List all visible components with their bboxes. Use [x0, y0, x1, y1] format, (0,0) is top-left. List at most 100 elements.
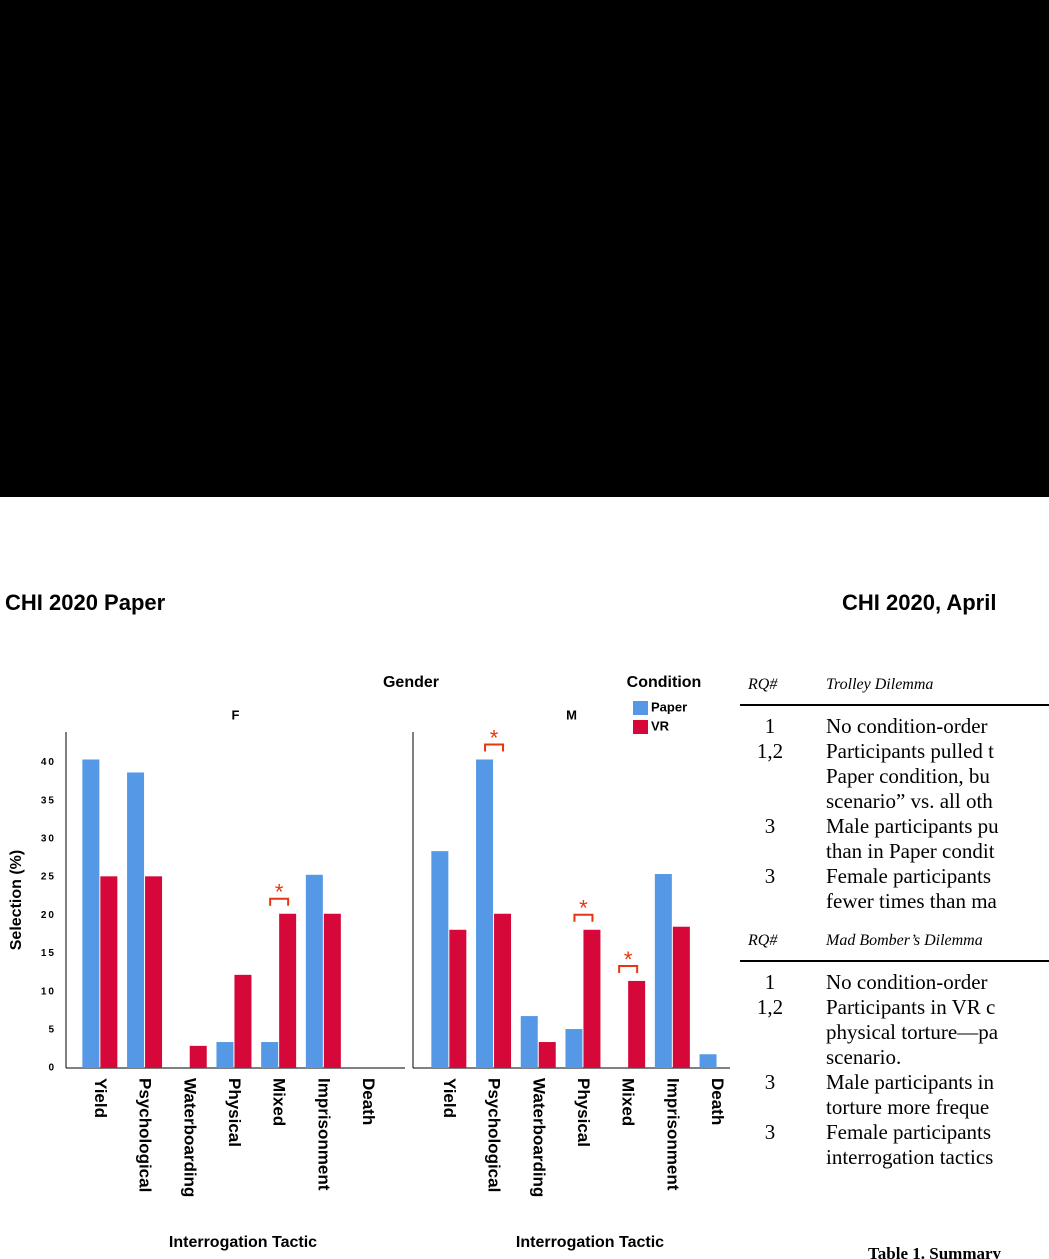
x-tick-label: Death [708, 1078, 727, 1125]
significance-bracket [573, 913, 594, 922]
header-title: Trolley Dilemma [826, 676, 934, 693]
row-text: Female participants interrogation tactics [826, 1120, 993, 1170]
bar [431, 851, 449, 1068]
table-caption: Table 1. Summary [868, 1244, 1002, 1259]
significance-star: * [579, 896, 588, 921]
x-tick-label: Mixed [619, 1078, 638, 1126]
x-tick-label: Yield [440, 1078, 459, 1118]
row-line: Participants pulled t [826, 739, 994, 763]
bar [100, 876, 118, 1068]
bar [279, 913, 297, 1068]
x-tick-label: Mixed [270, 1078, 289, 1126]
y-tick-label: 20 [41, 910, 56, 921]
y-tick-label: 10 [41, 986, 56, 997]
row-rq: 3 [764, 1070, 776, 1094]
x-axis-label: Interrogation Tactic [516, 1234, 664, 1251]
row-text: No condition-order [826, 714, 988, 739]
header-rule [740, 704, 1049, 706]
header-rule [740, 960, 1049, 962]
bar [449, 929, 467, 1068]
y-tick-label: 15 [41, 948, 56, 959]
header-title: Mad Bomber’s Dilemma [826, 932, 983, 949]
row-line: Male participants pu [826, 814, 999, 838]
row-line: fewer times than ma [826, 889, 997, 913]
legend-swatch [633, 720, 648, 734]
row-line: No condition-order [826, 714, 988, 738]
row-rq: 3 [764, 864, 776, 888]
row-rq: 3 [764, 814, 776, 838]
x-tick-label: Imprisonment [314, 1078, 333, 1191]
bar [216, 1042, 234, 1068]
bar [305, 874, 323, 1068]
row-line: Male participants in [826, 1070, 994, 1094]
row-text: Participants in VR c physical torture—pa s… [826, 995, 998, 1070]
chart: Gender Condition Paper VR Selection (%) F Inte… [8, 674, 730, 1251]
row-rq: 3 [764, 1120, 776, 1144]
bar [699, 1054, 717, 1068]
row-line: No condition-order [826, 970, 988, 994]
bar [145, 876, 163, 1068]
row-line: than in Paper condit [826, 839, 995, 863]
table: RQ# Trolley Dilemma 1 No condition-order 1,2… [740, 670, 1049, 1259]
row-text: No condition-order [826, 970, 988, 995]
bar [127, 772, 145, 1068]
bar [628, 980, 646, 1068]
bar [234, 974, 252, 1068]
significance-bracket [484, 743, 505, 752]
row-rq: 1,2 [756, 995, 784, 1019]
row-line: Paper condition, bu [826, 764, 990, 788]
significance-bracket [618, 964, 639, 973]
panel-label: F [232, 707, 240, 722]
x-tick-label: Physical [574, 1078, 593, 1147]
x-tick-label: Physical [225, 1078, 244, 1147]
row-rq: 1 [764, 714, 776, 738]
bar [82, 759, 100, 1068]
x-tick-label: Waterboarding [180, 1078, 199, 1197]
bar [189, 1045, 207, 1068]
chart-title: Gender [383, 674, 439, 691]
bar [323, 913, 341, 1068]
bar [261, 1042, 279, 1068]
y-tick-label: 5 [48, 1024, 56, 1035]
row-line: interrogation tactics [826, 1145, 994, 1169]
x-tick-label: Psychological [136, 1078, 155, 1192]
bar [583, 929, 601, 1068]
row-rq: 1,2 [756, 739, 784, 763]
row-line: Participants in VR c [826, 995, 996, 1019]
row-line: torture more freque [826, 1095, 990, 1119]
row-line: physical torture—pa [826, 1020, 999, 1044]
x-axis-label: Interrogation Tactic [169, 1234, 317, 1251]
bar [565, 1029, 583, 1068]
y-tick-label: 0 [48, 1063, 56, 1074]
x-tick-label: Waterboarding [529, 1078, 548, 1197]
header-rq: RQ# [748, 932, 778, 949]
header-right: CHI 2020, April [842, 590, 997, 615]
row-line: Female participants [826, 1120, 992, 1144]
bar [538, 1042, 556, 1068]
row-line: Female participants [826, 864, 992, 888]
significance-star: * [490, 725, 499, 750]
y-tick-label: 35 [41, 795, 56, 806]
legend-swatch [633, 701, 648, 715]
header-rq: RQ# [748, 676, 778, 693]
legend-label: Paper [651, 699, 687, 714]
significance-bracket [269, 897, 290, 906]
x-tick-label: Yield [91, 1078, 110, 1118]
bar [654, 874, 672, 1068]
header-left: CHI 2020 Paper [5, 590, 166, 615]
bar [672, 926, 690, 1068]
panel-label: M [566, 707, 577, 722]
bar [476, 759, 494, 1068]
row-line: scenario. [826, 1045, 902, 1069]
y-tick-label: 30 [41, 834, 56, 845]
x-tick-label: Psychological [485, 1078, 504, 1192]
significance-star: * [624, 947, 633, 972]
row-line: scenario” vs. all oth [826, 789, 993, 813]
significance-star: * [275, 880, 284, 905]
black-band [0, 0, 1049, 497]
y-tick-label: 40 [41, 757, 56, 768]
row-text: Participants pulled t Paper condition, bu… [826, 739, 994, 814]
x-tick-label: Death [359, 1078, 378, 1125]
y-tick-label: 25 [41, 872, 56, 883]
